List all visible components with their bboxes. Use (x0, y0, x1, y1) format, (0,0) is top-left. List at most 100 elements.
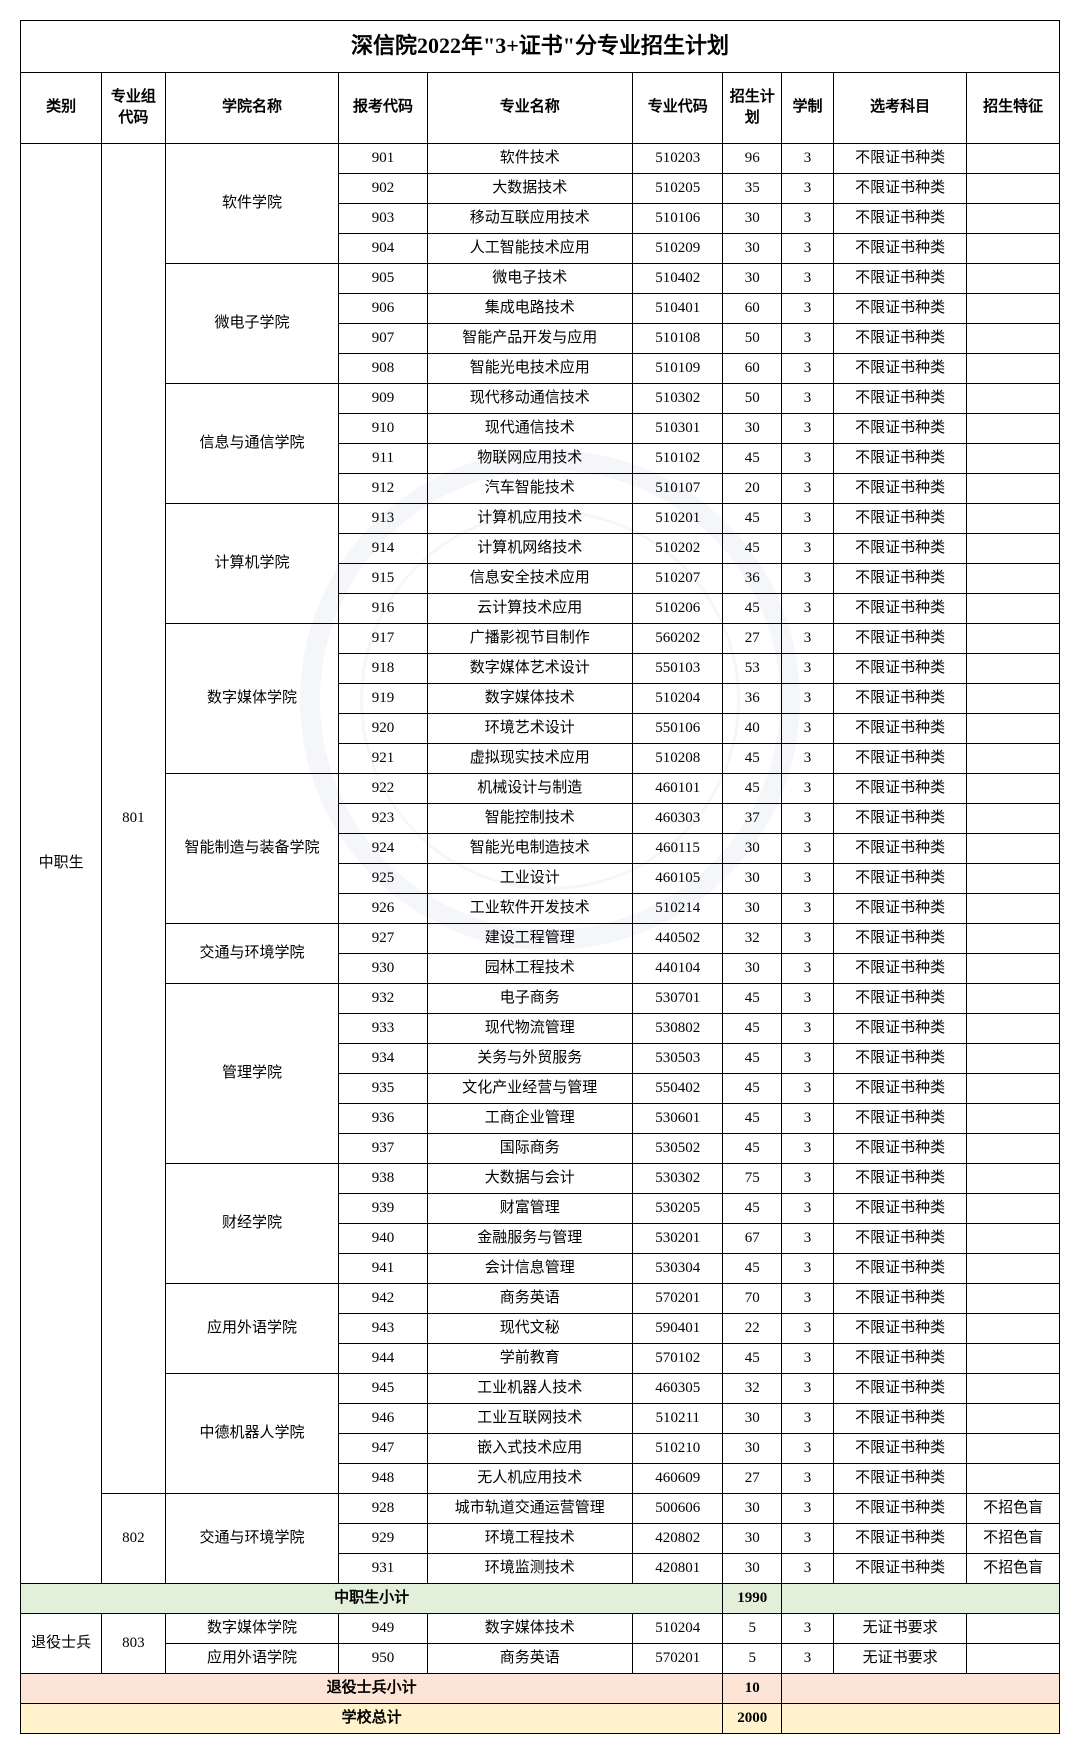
cell (782, 1673, 1060, 1703)
cell: 3 (782, 1043, 834, 1073)
cell: 不限证书种类 (834, 1073, 967, 1103)
cell (967, 1073, 1060, 1103)
cell: 510201 (633, 503, 723, 533)
cell: 现代移动通信技术 (427, 383, 633, 413)
cell: 45 (723, 983, 782, 1013)
cell: 3 (782, 1403, 834, 1433)
cell: 75 (723, 1163, 782, 1193)
cell: 3 (782, 593, 834, 623)
cell: 530201 (633, 1223, 723, 1253)
cell (967, 803, 1060, 833)
cell: 928 (339, 1493, 427, 1523)
cell: 大数据技术 (427, 173, 633, 203)
cell (967, 1313, 1060, 1343)
school-cell: 交通与环境学院 (165, 1493, 339, 1583)
title-row: 深信院2022年"3+证书"分专业招生计划 (21, 21, 1060, 73)
cell: 905 (339, 263, 427, 293)
table-row: 微电子学院905微电子技术510402303不限证书种类 (21, 263, 1060, 293)
cell: 550106 (633, 713, 723, 743)
group-code-cell: 803 (102, 1613, 165, 1673)
table-row: 中职生801软件学院901软件技术510203963不限证书种类 (21, 143, 1060, 173)
school-cell: 微电子学院 (165, 263, 339, 383)
cell (967, 1643, 1060, 1673)
cell (967, 353, 1060, 383)
cell: 不限证书种类 (834, 1193, 967, 1223)
cell: 不限证书种类 (834, 563, 967, 593)
cell: 3 (782, 653, 834, 683)
cell: 中职生小计 (21, 1583, 723, 1613)
cell: 无人机应用技术 (427, 1463, 633, 1493)
cell: 不限证书种类 (834, 1343, 967, 1373)
col-header: 学院名称 (165, 72, 339, 143)
cell: 不限证书种类 (834, 923, 967, 953)
col-header: 招生计划 (723, 72, 782, 143)
cell: 910 (339, 413, 427, 443)
cell: 530503 (633, 1043, 723, 1073)
cell: 30 (723, 1433, 782, 1463)
group-code-cell: 802 (102, 1493, 165, 1583)
cell: 590401 (633, 1313, 723, 1343)
table-row: 财经学院938大数据与会计530302753不限证书种类 (21, 1163, 1060, 1193)
cell: 广播影视节目制作 (427, 623, 633, 653)
cell: 数字媒体艺术设计 (427, 653, 633, 683)
cell: 570201 (633, 1643, 723, 1673)
cell: 931 (339, 1553, 427, 1583)
cell: 3 (782, 803, 834, 833)
col-header: 类别 (21, 72, 102, 143)
cell: 3 (782, 1343, 834, 1373)
cell: 510206 (633, 593, 723, 623)
cell (967, 713, 1060, 743)
table-row: 计算机学院913计算机应用技术510201453不限证书种类 (21, 503, 1060, 533)
cell: 不限证书种类 (834, 1493, 967, 1523)
cell: 退役士兵小计 (21, 1673, 723, 1703)
cell: 96 (723, 143, 782, 173)
cell: 510210 (633, 1433, 723, 1463)
cell: 550402 (633, 1073, 723, 1103)
cell: 50 (723, 323, 782, 353)
cell: 3 (782, 293, 834, 323)
cell (782, 1583, 1060, 1613)
cell: 930 (339, 953, 427, 983)
cell: 工商企业管理 (427, 1103, 633, 1133)
cell: 901 (339, 143, 427, 173)
cell: 500606 (633, 1493, 723, 1523)
school-cell: 应用外语学院 (165, 1643, 339, 1673)
cell: 924 (339, 833, 427, 863)
cell (967, 833, 1060, 863)
cell: 30 (723, 1403, 782, 1433)
cell: 932 (339, 983, 427, 1013)
cell: 不限证书种类 (834, 1223, 967, 1253)
cell: 3 (782, 863, 834, 893)
cell: 3 (782, 143, 834, 173)
cell: 530302 (633, 1163, 723, 1193)
cell: 945 (339, 1373, 427, 1403)
cell: 3 (782, 1523, 834, 1553)
cell: 510204 (633, 683, 723, 713)
cell: 936 (339, 1103, 427, 1133)
cell: 944 (339, 1343, 427, 1373)
cell: 939 (339, 1193, 427, 1223)
cell: 30 (723, 203, 782, 233)
cell (967, 293, 1060, 323)
cell: 国际商务 (427, 1133, 633, 1163)
cell: 919 (339, 683, 427, 713)
cell: 45 (723, 743, 782, 773)
cell: 不限证书种类 (834, 713, 967, 743)
cell: 3 (782, 1433, 834, 1463)
table-row: 管理学院932电子商务530701453不限证书种类 (21, 983, 1060, 1013)
cell: 数字媒体技术 (427, 1613, 633, 1643)
cell: 45 (723, 1343, 782, 1373)
cell: 45 (723, 593, 782, 623)
cell: 510301 (633, 413, 723, 443)
cell: 不限证书种类 (834, 1253, 967, 1283)
cell: 907 (339, 323, 427, 353)
cell (967, 1223, 1060, 1253)
cell: 45 (723, 503, 782, 533)
cell: 不限证书种类 (834, 143, 967, 173)
cell: 不限证书种类 (834, 803, 967, 833)
cell: 946 (339, 1403, 427, 1433)
cell: 36 (723, 563, 782, 593)
table-row: 交通与环境学院927建设工程管理440502323不限证书种类 (21, 923, 1060, 953)
cell: 3 (782, 1073, 834, 1103)
cell: 510401 (633, 293, 723, 323)
